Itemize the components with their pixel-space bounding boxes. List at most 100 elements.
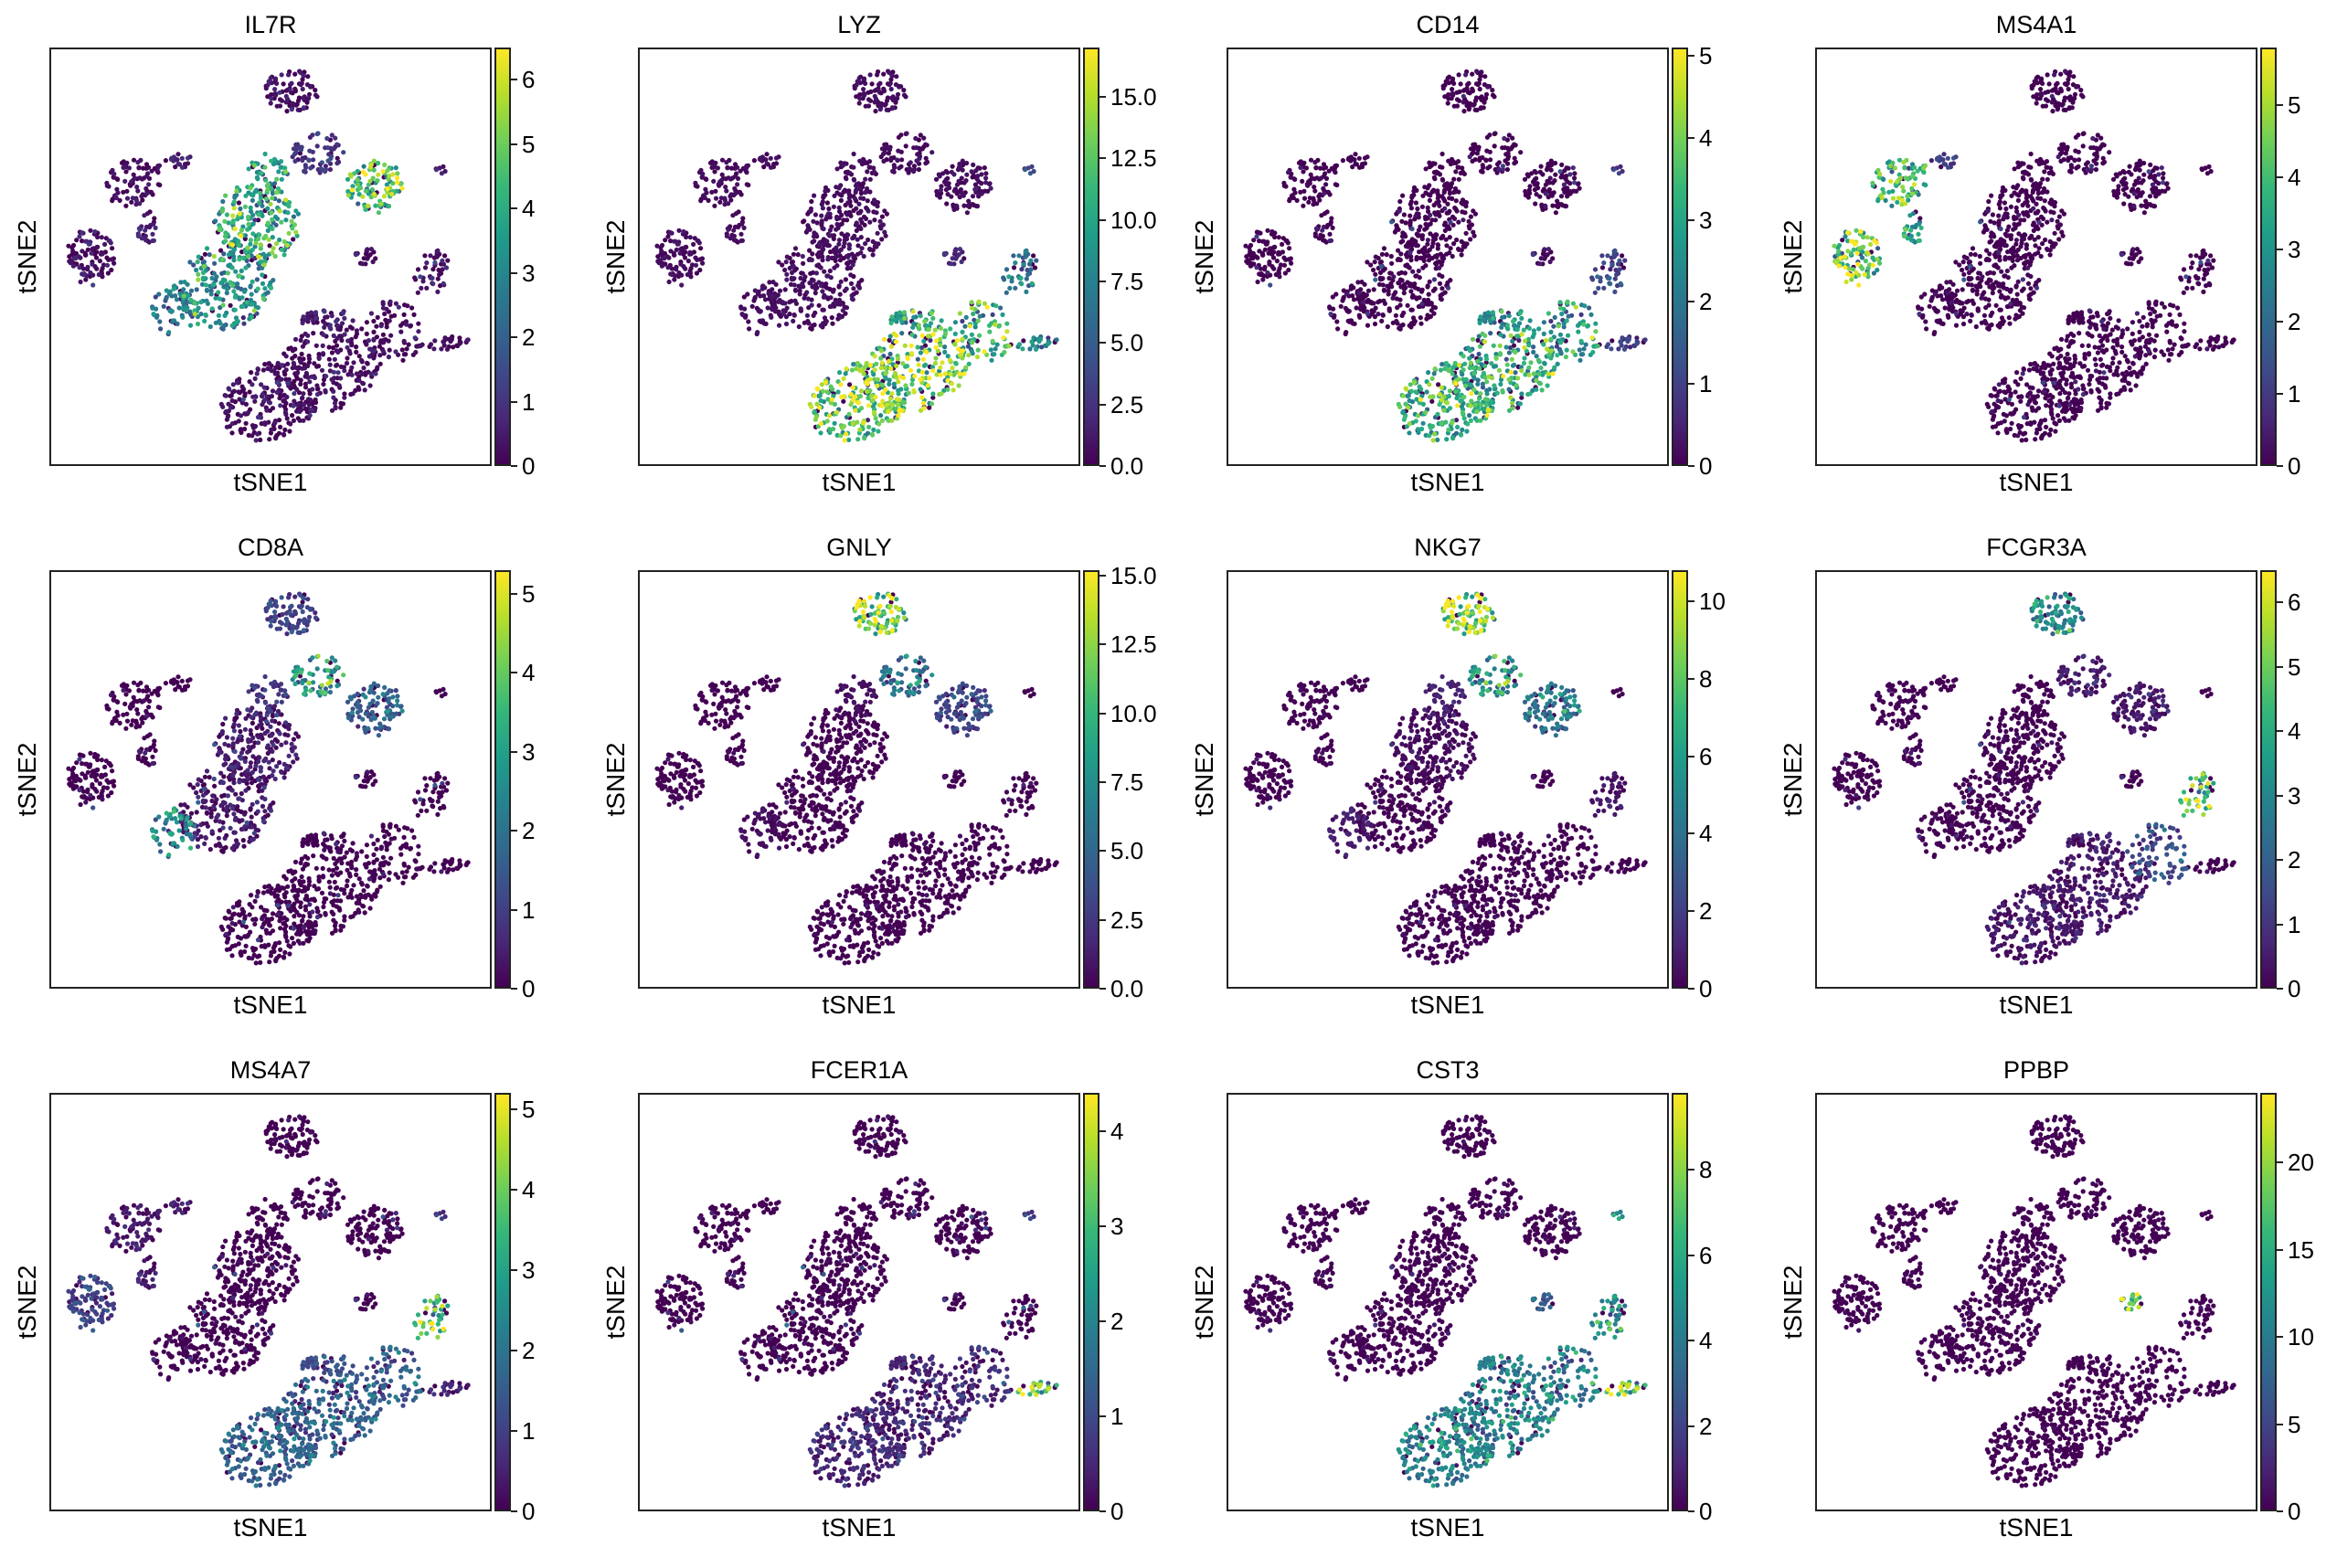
cell-point xyxy=(101,251,105,256)
cell-point xyxy=(357,354,362,358)
cell-point xyxy=(838,315,843,320)
cell-point xyxy=(1531,350,1535,355)
cell-point xyxy=(1527,326,1532,331)
cell-point xyxy=(367,179,372,184)
cell-point xyxy=(890,169,895,174)
cell-point xyxy=(1579,313,1584,317)
cell-point xyxy=(435,290,440,294)
cell-point xyxy=(1542,186,1546,191)
cell-point xyxy=(279,220,283,225)
cell-point xyxy=(180,165,185,170)
cell-point xyxy=(1614,272,1619,277)
cell-point xyxy=(1612,249,1617,253)
cell-point xyxy=(301,391,305,396)
cell-point xyxy=(144,191,149,196)
cell-point xyxy=(1618,339,1622,344)
cell-point xyxy=(230,214,235,218)
cell-point xyxy=(930,316,935,321)
cell-point xyxy=(866,198,870,203)
cell-point xyxy=(292,404,296,408)
cell-point xyxy=(1619,281,1623,286)
cell-point xyxy=(257,233,261,238)
cell-point xyxy=(1400,410,1405,415)
cell-point xyxy=(900,361,905,366)
cell-point xyxy=(302,402,306,407)
cell-point xyxy=(214,321,218,325)
cell-point xyxy=(855,361,860,366)
cell-point xyxy=(431,346,436,351)
cell-point xyxy=(260,272,264,277)
cell-point xyxy=(1004,291,1009,295)
cell-point xyxy=(1362,294,1366,299)
cell-point xyxy=(271,388,275,393)
cell-point xyxy=(797,324,802,329)
cell-point xyxy=(264,196,269,201)
cell-point xyxy=(876,429,880,433)
cell-point xyxy=(98,259,102,263)
cell-point xyxy=(1503,158,1507,163)
cell-point xyxy=(717,200,722,205)
cell-point xyxy=(157,319,162,323)
cell-point xyxy=(298,359,303,364)
cell-point xyxy=(983,180,988,185)
cell-point xyxy=(882,208,887,213)
cell-point xyxy=(1354,305,1359,310)
cell-point xyxy=(1013,286,1017,291)
cell-point xyxy=(963,366,968,370)
cell-point xyxy=(1440,234,1445,238)
cell-point xyxy=(806,296,811,301)
cell-point xyxy=(313,310,318,314)
cell-point xyxy=(341,401,345,406)
cell-point xyxy=(1444,361,1449,366)
cell-point xyxy=(893,371,898,376)
cell-point xyxy=(1333,170,1337,175)
cell-point xyxy=(1428,213,1432,217)
cell-point xyxy=(740,238,745,243)
cell-point xyxy=(377,353,382,357)
cell-point xyxy=(1389,219,1394,224)
cell-point xyxy=(832,194,836,198)
cell-point xyxy=(1327,232,1332,237)
cell-point xyxy=(1333,291,1338,296)
cell-point xyxy=(819,283,823,288)
cell-point xyxy=(840,221,845,226)
cell-point xyxy=(1446,210,1450,215)
cell-point xyxy=(1350,293,1354,298)
cell-point xyxy=(1002,350,1006,355)
cell-point xyxy=(243,266,248,270)
cell-point xyxy=(1411,189,1416,194)
cell-point xyxy=(315,143,320,148)
cell-point xyxy=(333,357,337,362)
cell-point xyxy=(1488,157,1492,162)
cell-point xyxy=(845,212,849,217)
cell-point xyxy=(1488,150,1492,154)
cell-point xyxy=(686,259,691,263)
cell-point xyxy=(998,305,1003,310)
cell-point xyxy=(931,332,936,336)
cell-point xyxy=(879,366,884,370)
cell-point xyxy=(346,193,351,197)
cell-point xyxy=(763,297,768,302)
cell-point xyxy=(112,172,116,176)
cell-point xyxy=(221,251,226,256)
cell-point xyxy=(919,396,924,400)
cell-point xyxy=(400,358,405,363)
cell-point xyxy=(272,181,277,185)
cell-point xyxy=(373,371,377,376)
cell-point xyxy=(1453,207,1458,211)
tick-mark xyxy=(511,336,517,338)
cell-point xyxy=(321,344,325,348)
cell-point xyxy=(711,179,716,184)
cell-point xyxy=(850,296,855,301)
cell-point xyxy=(280,248,284,252)
cell-point xyxy=(1404,220,1408,225)
cell-point xyxy=(910,325,915,330)
cell-point xyxy=(809,405,813,409)
cell-point xyxy=(274,81,279,86)
cell-point xyxy=(903,344,908,348)
cell-point xyxy=(266,291,271,295)
cell-point xyxy=(1404,244,1408,249)
cell-point xyxy=(970,333,974,337)
cell-point xyxy=(764,162,769,166)
cell-point xyxy=(879,237,884,241)
